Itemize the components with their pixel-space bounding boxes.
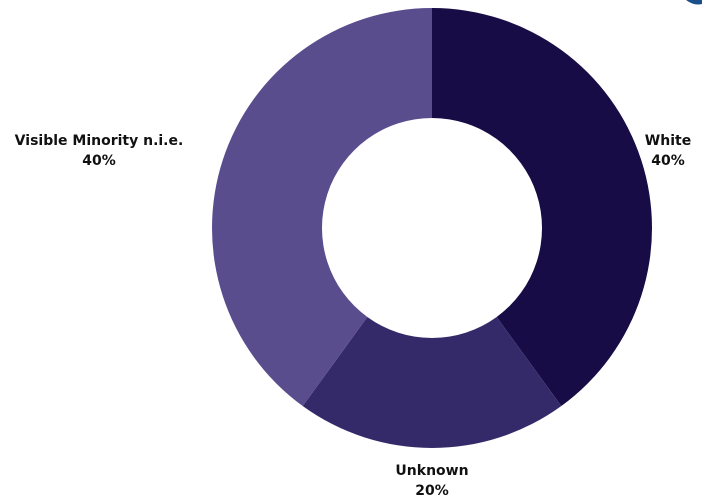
- slice-visible-minority-n-i-e: [212, 8, 432, 406]
- slice-label-white-pct: 40%: [651, 153, 685, 169]
- slice-label-unknown-pct: 20%: [415, 483, 449, 499]
- corner-decoration: [686, 0, 702, 5]
- slice-label-white-name: White: [644, 133, 692, 149]
- slice-white: [432, 8, 652, 406]
- slice-label-visible-minority: Visible Minority n.i.e. 40%: [15, 131, 184, 171]
- slice-label-unknown: Unknown 20%: [395, 461, 468, 501]
- slice-label-visible-minority-name: Visible Minority n.i.e.: [14, 133, 184, 149]
- slice-unknown: [302, 316, 562, 448]
- slice-label-unknown-name: Unknown: [395, 463, 469, 479]
- slice-label-white: White 40%: [645, 131, 691, 171]
- slice-label-visible-minority-pct: 40%: [82, 153, 116, 169]
